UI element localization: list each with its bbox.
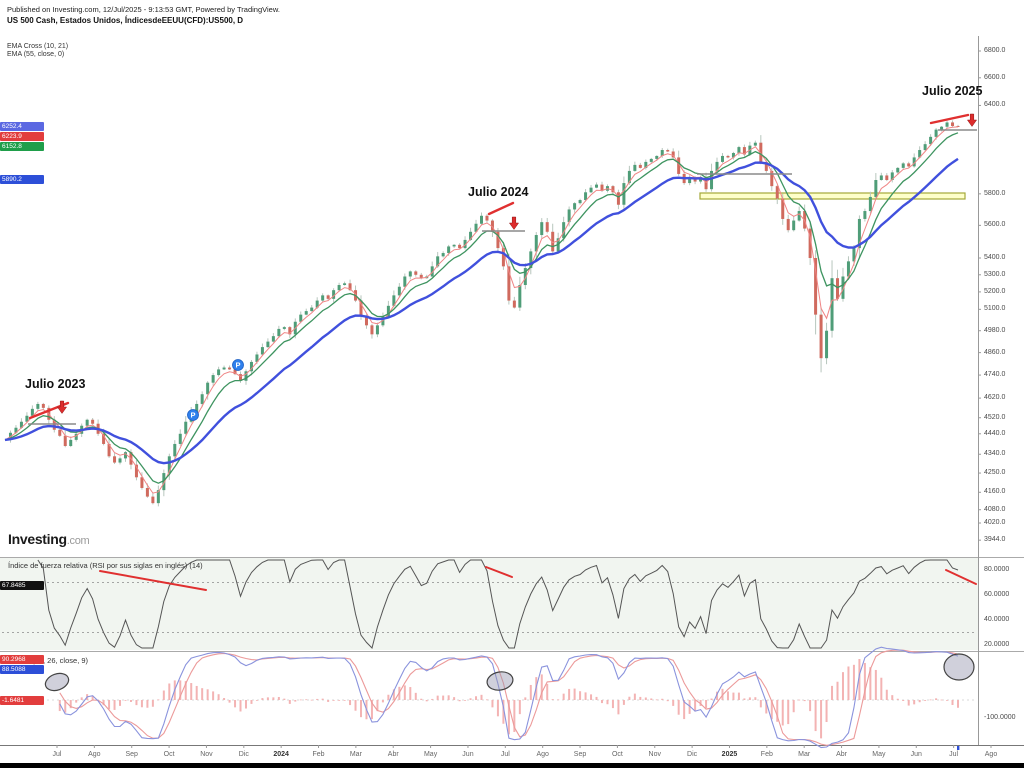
ema-cross-legend-label: EMA Cross (10, 21) (7, 43, 69, 50)
macd-title: MACD (12, 26, close, 9) (8, 656, 89, 665)
svg-text:P: P (235, 361, 240, 370)
investing-logo: Investing.com (8, 531, 90, 547)
ema-legend: EMA Cross (10, 21) EMA (55, close, 0) (7, 43, 68, 59)
rsi-title: Índice de fuerza relativa (RSI por sus s… (8, 561, 203, 570)
published-line: Published on Investing.com, 12/Jul/2025 … (7, 5, 280, 14)
investing-logo-brand: Investing (8, 531, 67, 547)
instrument-title: US 500 Cash, Estados Unidos, ÍndicesdeEE… (7, 16, 244, 25)
investing-logo-suffix: .com (66, 535, 90, 547)
svg-text:P: P (190, 411, 195, 420)
ema55-legend-label: EMA (55, close, 0) (7, 51, 65, 58)
